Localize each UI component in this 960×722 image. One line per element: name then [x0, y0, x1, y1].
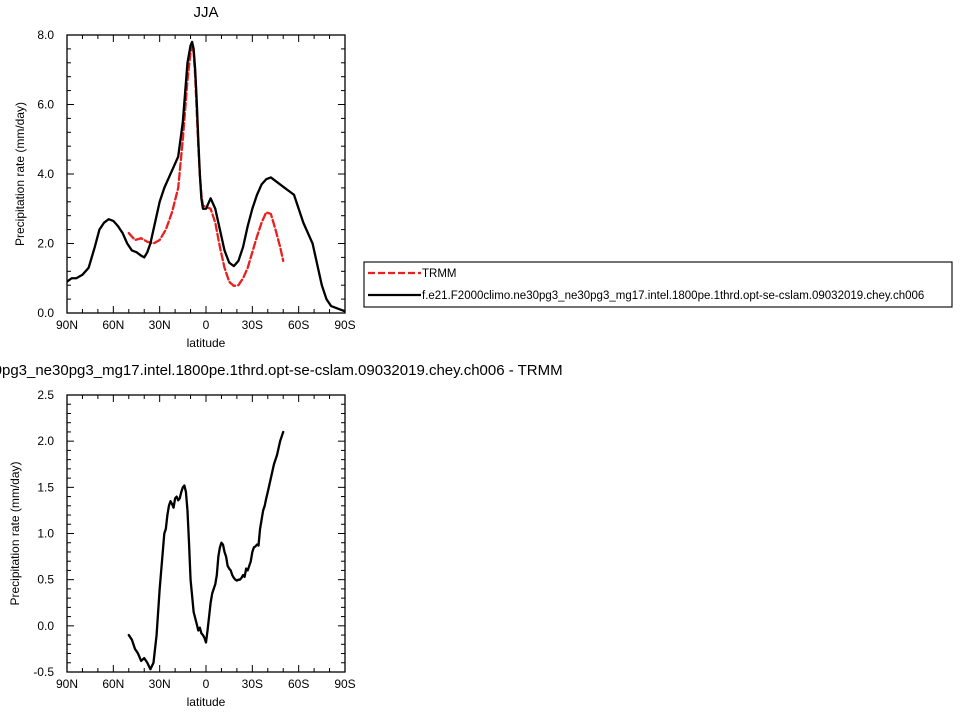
y-tick-label: 1.0: [37, 527, 54, 541]
x-tick-label: 30S: [242, 318, 263, 332]
plot-frame: [66, 394, 346, 673]
x-tick-label: 30N: [149, 318, 171, 332]
x-tick-label: 90S: [334, 318, 355, 332]
legend: TRMM f.e21.F2000climo.ne30pg3_ne30pg3_mg1…: [363, 261, 953, 308]
y-axis-label: Precipitation rate (mm/day): [8, 461, 22, 605]
series-line-1: [127, 44, 285, 288]
x-tick-label: 90S: [334, 677, 355, 691]
legend-entry-1: TRMM: [422, 268, 457, 280]
x-axis-label: latitude: [187, 695, 226, 709]
y-tick-label: 0.0: [37, 619, 54, 633]
plot-area: [67, 40, 345, 313]
y-tick-label: 8.0: [37, 28, 54, 42]
x-tick-label: 60S: [288, 318, 309, 332]
x-axis-label: latitude: [187, 336, 226, 350]
y-tick-label: 0.5: [37, 573, 54, 587]
x-tick-label: 0: [203, 677, 210, 691]
x-tick-label: 60S: [288, 677, 309, 691]
y-axis-label: Precipitation rate (mm/day): [13, 102, 27, 246]
legend-entry-2: f.e21.F2000climo.ne30pg3_ne30pg3_mg17.in…: [422, 290, 924, 302]
legend-box: [363, 261, 953, 308]
y-tick-label: -0.5: [33, 665, 54, 679]
y-tick-label: 2.0: [37, 434, 54, 448]
y-tick-label: 4.0: [37, 167, 54, 181]
x-tick-label: 90N: [56, 677, 78, 691]
plot-frame: [66, 34, 346, 314]
x-tick-label: 90N: [56, 318, 78, 332]
x-tick-label: 60N: [102, 318, 124, 332]
y-tick-label: 2.0: [37, 237, 54, 251]
y-tick-label: 2.5: [37, 388, 54, 402]
x-tick-label: 30N: [149, 677, 171, 691]
plot-area: [127, 430, 285, 671]
chart-2: f.e21.F2000climo.ne30pg3_ne30pg3_mg17.in…: [0, 362, 563, 709]
chart-title: JJA: [193, 4, 218, 21]
series-line-2: [67, 40, 345, 313]
x-tick-label: 60N: [102, 677, 124, 691]
series-line-1: [127, 430, 285, 671]
y-tick-label: 1.5: [37, 480, 54, 494]
chart-1: JJA 90N 60N 30N 0 30S 60S 90S 0.0 2.0 4.0 6.0 8.0 lat…: [13, 4, 953, 350]
y-tick-label: 6.0: [37, 98, 54, 112]
x-tick-label: 0: [203, 318, 210, 332]
x-tick-label: 30S: [242, 677, 263, 691]
y-tick-label: 0.0: [37, 306, 54, 320]
chart-title: f.e21.F2000climo.ne30pg3_ne30pg3_mg17.in…: [0, 362, 563, 379]
